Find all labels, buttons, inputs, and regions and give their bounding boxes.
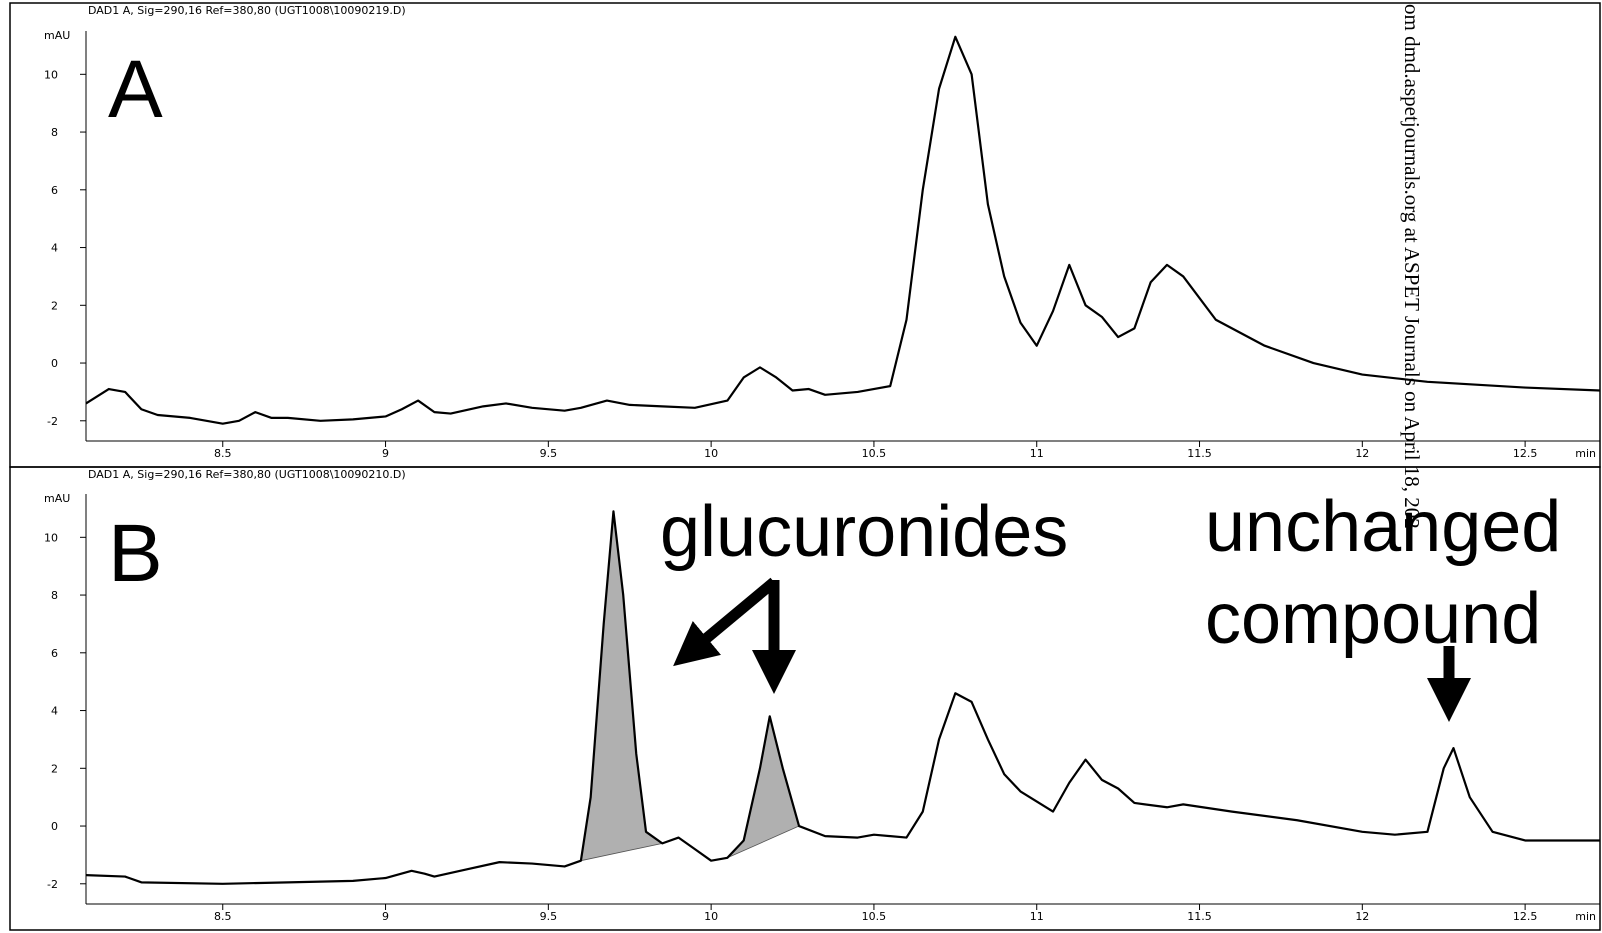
header: DAD1 A, Sig=290,16 Ref=380,80 (UGT1008\1… <box>88 4 406 17</box>
trace <box>85 35 1601 425</box>
y-tick-label: 10 <box>44 531 58 544</box>
panel-label: B <box>108 508 163 599</box>
x-axis-label: min <box>1575 910 1596 923</box>
y-tick-label: 0 <box>51 357 58 370</box>
x-tick-label: 10.5 <box>862 447 887 460</box>
annotation: compound <box>1205 579 1541 659</box>
annotation: unchanged <box>1205 487 1561 567</box>
y-tick-label: 6 <box>51 647 58 660</box>
x-tick-label: 10.5 <box>862 910 887 923</box>
header: DAD1 A, Sig=290,16 Ref=380,80 (UGT1008\1… <box>88 468 406 481</box>
x-tick-label: 10 <box>704 910 718 923</box>
x-tick-label: 12.5 <box>1513 447 1538 460</box>
x-axis-label: min <box>1575 447 1596 460</box>
x-tick-label: 9.5 <box>540 910 558 923</box>
y-tick-label: 4 <box>51 242 58 255</box>
x-tick-label: 11.5 <box>1187 910 1212 923</box>
peak-area <box>580 511 664 862</box>
y-tick-label: 4 <box>51 705 58 718</box>
x-tick-label: 12 <box>1355 910 1369 923</box>
arrow <box>673 577 778 667</box>
y-tick-label: 10 <box>44 68 58 81</box>
x-tick-label: 12.5 <box>1513 910 1538 923</box>
x-tick-label: 12 <box>1355 447 1369 460</box>
y-tick-label: 8 <box>51 589 58 602</box>
y-tick-label: -2 <box>47 415 58 428</box>
y-axis-label: mAU <box>44 492 70 505</box>
annotation: glucuronides <box>660 492 1068 572</box>
x-tick-label: 10 <box>704 447 718 460</box>
x-tick-label: 11.5 <box>1187 447 1212 460</box>
panel-frame <box>9 2 1601 468</box>
panel-frame <box>9 466 1601 931</box>
y-axis-label: mAU <box>44 29 70 42</box>
y-tick-label: 2 <box>51 299 58 312</box>
x-tick-label: 11 <box>1030 447 1044 460</box>
watermark: om dmd.aspetjournals.org at ASPET Journa… <box>1400 4 1424 529</box>
trace <box>85 510 1600 885</box>
y-tick-label: 8 <box>51 126 58 139</box>
x-tick-label: 9.5 <box>540 447 558 460</box>
y-tick-label: -2 <box>47 878 58 891</box>
x-tick-label: 9 <box>382 910 389 923</box>
x-tick-label: 11 <box>1030 910 1044 923</box>
x-tick-label: 8.5 <box>214 447 232 460</box>
y-tick-label: 2 <box>51 762 58 775</box>
y-tick-label: 6 <box>51 184 58 197</box>
arrows <box>673 577 1471 722</box>
y-tick-label: 0 <box>51 820 58 833</box>
x-tick-label: 8.5 <box>214 910 232 923</box>
x-tick-label: 9 <box>382 447 389 460</box>
panel-label: A <box>108 44 163 135</box>
